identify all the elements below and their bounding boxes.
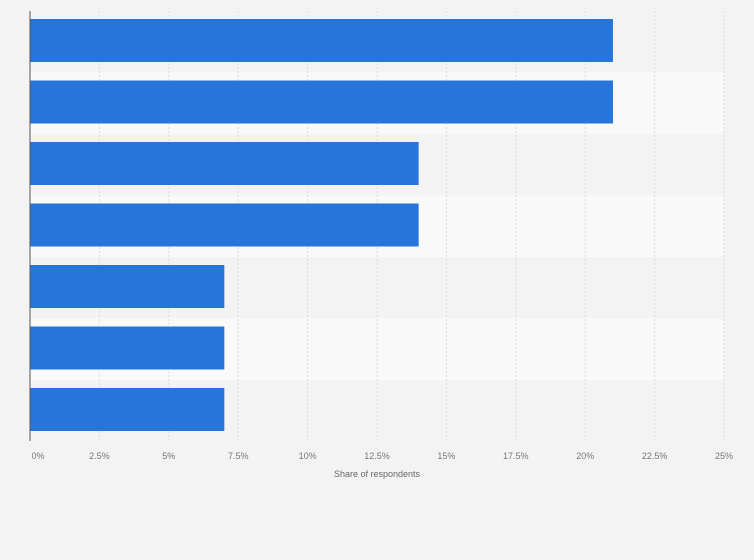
x-tick-label: 10% [299, 451, 317, 461]
bar[interactable] [30, 203, 419, 247]
x-axis-label: Share of respondents [334, 469, 421, 479]
bar[interactable] [30, 142, 419, 185]
bar[interactable] [30, 19, 613, 62]
x-tick-label: 12.5% [364, 451, 390, 461]
x-tick-label: 5% [162, 451, 175, 461]
x-tick-label: 25% [715, 451, 733, 461]
x-tick-label: 7.5% [228, 451, 249, 461]
bar[interactable] [30, 388, 225, 431]
x-tick-label: 2.5% [89, 451, 110, 461]
bar[interactable] [30, 265, 225, 308]
bar[interactable] [30, 326, 225, 370]
x-tick-label: 0% [31, 451, 44, 461]
x-tick-label: 20% [576, 451, 594, 461]
x-tick-label: 22.5% [642, 451, 668, 461]
x-tick-label: 15% [437, 451, 455, 461]
bar[interactable] [30, 80, 613, 124]
x-tick-label: 17.5% [503, 451, 529, 461]
